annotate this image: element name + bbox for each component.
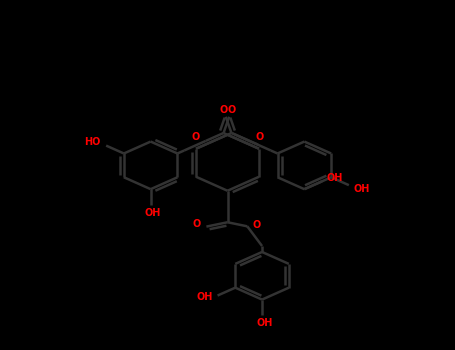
Text: OH: OH xyxy=(327,173,343,183)
Text: O: O xyxy=(192,219,201,229)
Text: OH: OH xyxy=(197,292,213,302)
Text: OH: OH xyxy=(354,184,370,194)
Text: O: O xyxy=(252,220,261,230)
Text: O: O xyxy=(228,105,236,115)
Text: HO: HO xyxy=(84,137,101,147)
Text: OH: OH xyxy=(256,318,273,328)
Text: OH: OH xyxy=(145,208,161,218)
Text: O: O xyxy=(219,105,228,115)
Text: O: O xyxy=(192,132,200,142)
Text: O: O xyxy=(255,132,263,142)
